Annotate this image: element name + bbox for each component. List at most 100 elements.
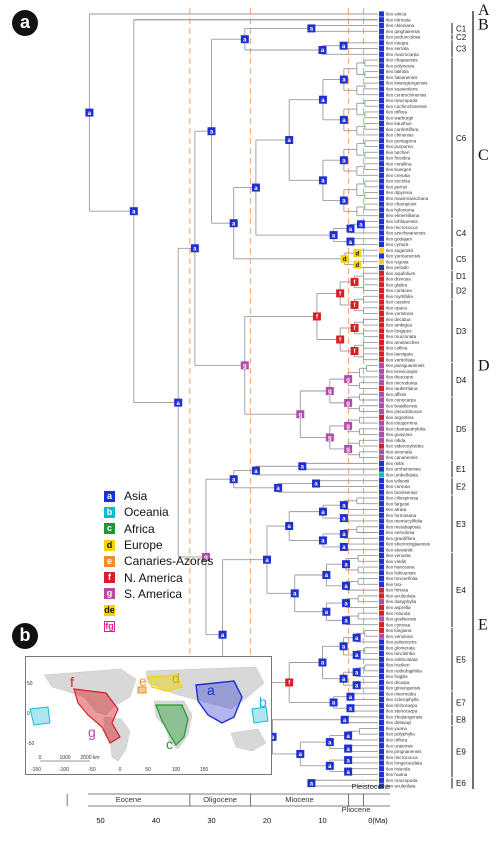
legend-item: d Europe [104, 537, 254, 553]
taxon-label: Ilex longipes [386, 328, 412, 333]
node-area-label: a [343, 718, 347, 724]
taxon-label: Ilex rotunda [386, 766, 410, 771]
node-area-label: a [342, 677, 346, 683]
tip-area-marker [379, 731, 384, 737]
taxon-label: Ilex championii [386, 202, 416, 207]
node-area-label: a [342, 644, 346, 650]
legend-item: f N. America [104, 569, 254, 585]
taxon-label: Ilex bioritsensis [386, 490, 418, 495]
tip-area-marker [379, 328, 384, 334]
taxon-label: Ilex godajam [386, 236, 412, 241]
tip-area-marker [379, 489, 384, 495]
node-area-label: a [332, 233, 336, 239]
node-area-label: a [342, 199, 346, 205]
ancestral-area-node [346, 704, 355, 713]
tip-area-marker [379, 766, 384, 772]
node-area-label: d [356, 263, 360, 269]
tip-area-marker [379, 57, 384, 63]
node-area-label: a [314, 482, 318, 488]
ancestral-area-node [240, 35, 249, 44]
legend-item: b Oceania [104, 504, 254, 520]
tip-area-marker [379, 696, 384, 703]
tip-area-marker [379, 743, 384, 749]
tip-area-marker [379, 253, 384, 259]
tip-area-marker [379, 259, 384, 265]
tip-area-marker [379, 143, 384, 150]
taxon-label: Ilex pentagona [386, 138, 417, 143]
time-axis: Eocene Oligocene Miocene Pliocene Pleistocen… [66, 782, 390, 825]
tip-area-marker [379, 86, 384, 92]
node-area-label: a [210, 129, 214, 135]
tip-area-marker [379, 28, 384, 34]
node-area-label: a [342, 118, 346, 124]
ancestral-area-node [296, 749, 305, 758]
group-label: E [478, 617, 488, 634]
node-area-label: a [271, 735, 275, 741]
tip-area-marker [379, 334, 384, 340]
node-area-label: a [325, 573, 329, 579]
tip-area-marker [379, 420, 384, 426]
taxon-label: Ilex liukiuensis [386, 570, 416, 575]
ancestral-area-node [344, 444, 353, 453]
node-area-label: a [342, 44, 346, 50]
taxon-label: Ilex dumosa [386, 277, 411, 282]
time-tick-label: 20 [263, 816, 271, 825]
legend-swatch: f [104, 572, 115, 584]
ancestral-area-node [229, 475, 238, 484]
clade-label: E1 [456, 465, 466, 474]
taxon-label: Ilex laevigata [386, 352, 413, 357]
node-area-label: a [321, 510, 325, 516]
scale-label: 2000 km [80, 755, 99, 761]
ancestral-area-node [341, 581, 350, 590]
tip-area-marker [379, 771, 384, 778]
ancestral-area-node [344, 731, 353, 740]
ancestral-area-node [190, 244, 199, 253]
taxon-label: Ilex stewardii [386, 547, 413, 552]
taxon-label: Ilex centrochinensis [386, 92, 427, 97]
taxon-label: Ilex aquifolium [386, 271, 416, 276]
tip-area-marker [379, 720, 384, 726]
node-area-label: a [177, 401, 181, 407]
taxon-label: Ilex macrocarpa [386, 52, 419, 57]
tip-area-marker [379, 385, 384, 392]
taxon-label: Ilex crenata [386, 173, 410, 178]
taxon-label: Ilex pedunculosa [386, 35, 421, 40]
tip-area-marker [379, 236, 384, 242]
ancestral-area-node [341, 616, 350, 625]
node-area-label: a [355, 636, 359, 642]
legend-swatch: d [104, 539, 115, 551]
node-area-label: a [349, 706, 353, 712]
node-area-label: f [339, 292, 342, 298]
taxon-label: Ilex kaushue [386, 121, 412, 126]
tip-area-marker [379, 437, 384, 443]
tip-area-marker [379, 656, 384, 662]
tip-area-marker [379, 218, 384, 225]
clade-label: E6 [456, 779, 466, 788]
map-region-label: g [88, 724, 96, 740]
node-area-label: a [254, 469, 258, 475]
map-region-label: c [166, 736, 173, 752]
taxon-label: Ilex gintungensis [386, 686, 421, 691]
node-area-label: a [349, 695, 353, 701]
ancestral-area-node [353, 249, 362, 258]
node-area-label: a [346, 734, 350, 740]
tip-area-marker [379, 22, 384, 29]
node-area-label: f [354, 326, 357, 332]
oceania-region-east [251, 706, 269, 724]
taxon-label: Ilex kwangtungensis [386, 81, 428, 86]
taxon-label: Ilex theezans [386, 375, 414, 380]
tip-area-marker [379, 431, 384, 438]
tip-area-marker [379, 184, 384, 190]
node-area-label: a [342, 503, 346, 509]
tip-area-marker [379, 224, 384, 230]
taxon-label: Ilex huana [386, 772, 408, 777]
ancestral-area-node [318, 536, 327, 545]
tip-area-marker [379, 535, 384, 541]
tip-area-marker [379, 374, 384, 380]
node-area-label: a [299, 752, 303, 758]
ancestral-area-node [352, 668, 361, 677]
tip-area-marker [379, 230, 384, 236]
taxon-label: Ilex confertiflora [386, 127, 419, 132]
tip-area-marker [379, 155, 384, 161]
tip-area-marker [379, 161, 384, 167]
